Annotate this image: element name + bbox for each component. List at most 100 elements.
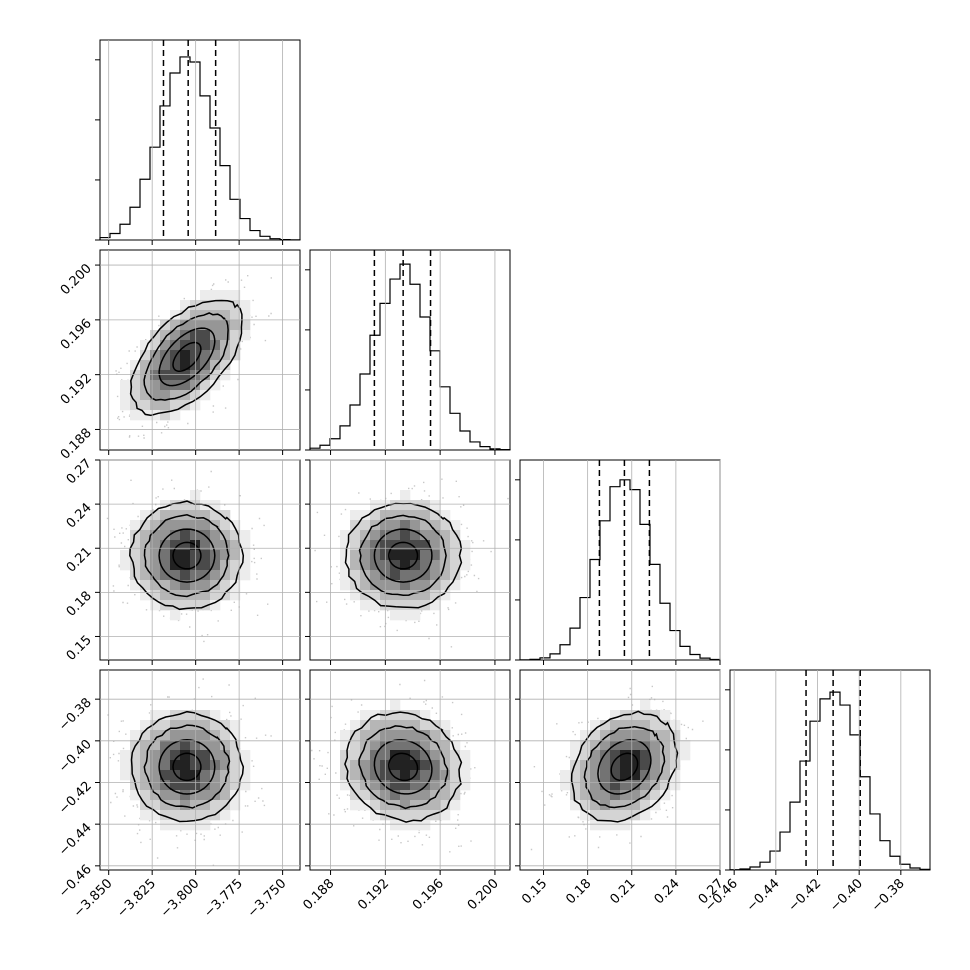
y-ticks — [305, 698, 310, 867]
density-cell — [420, 810, 431, 821]
density-cell — [430, 590, 441, 601]
density-cell — [410, 810, 421, 821]
density-cell — [220, 750, 231, 761]
grid-lines — [733, 670, 902, 870]
density-cell — [160, 330, 171, 341]
y-tick-label: −0.38 — [56, 695, 95, 734]
density-cell — [390, 820, 401, 831]
density-cell — [370, 800, 381, 811]
contour-line — [143, 514, 230, 598]
density-cell — [160, 510, 171, 521]
density-cell — [420, 500, 431, 511]
density-cell — [460, 550, 471, 561]
density-cell — [630, 710, 641, 721]
density-cell — [130, 370, 141, 381]
density-cell — [160, 800, 171, 811]
density-cell — [440, 590, 451, 601]
density-cell — [210, 780, 221, 791]
density-cell — [340, 780, 351, 791]
density-cell — [460, 750, 471, 761]
density-cell — [410, 510, 421, 521]
panel-frame — [99, 249, 301, 451]
density-cell — [240, 530, 251, 541]
density-cell — [200, 540, 211, 551]
density-cell — [360, 770, 371, 781]
density-cell — [580, 810, 591, 821]
grid-lines — [330, 250, 496, 450]
density-cell — [410, 800, 421, 811]
density-cell — [210, 720, 221, 731]
y-ticks: 0.150.180.210.240.27 — [64, 456, 100, 664]
density-cell — [160, 760, 171, 771]
density-cell — [240, 550, 251, 561]
density-cell — [210, 740, 221, 751]
contour-line — [158, 327, 216, 387]
density-cell — [410, 790, 421, 801]
density-cell — [210, 800, 221, 811]
density-cell — [450, 570, 461, 581]
density-cell — [150, 780, 161, 791]
density-cell — [650, 750, 661, 761]
density-cell — [220, 740, 231, 751]
x-tick-label: 0.24 — [652, 876, 683, 907]
density-cell — [450, 520, 461, 531]
density-cell — [200, 820, 211, 831]
density-cell — [400, 820, 411, 831]
density-cell — [660, 750, 671, 761]
density-cell — [210, 540, 221, 551]
density-cell — [210, 510, 221, 521]
density-cell — [390, 810, 401, 821]
density-cell — [210, 750, 221, 761]
density-cell — [400, 760, 411, 771]
density-cell — [430, 790, 441, 801]
density-cell — [180, 710, 191, 721]
density-panel-1-3 — [309, 669, 511, 871]
density-cell — [190, 390, 201, 401]
density-cell — [170, 510, 181, 521]
density-cell — [390, 580, 401, 591]
density-cell — [410, 740, 421, 751]
density-cell — [430, 500, 441, 511]
density-cell — [420, 530, 431, 541]
density-cell — [360, 730, 371, 741]
density-cell — [670, 720, 681, 731]
density-cell — [190, 760, 201, 771]
density-cell — [350, 720, 361, 731]
density-cell — [140, 810, 151, 821]
density-cell — [200, 560, 211, 571]
density-cell — [430, 550, 441, 561]
density-cell — [420, 560, 431, 571]
density-cell — [390, 700, 401, 711]
density-cell — [150, 530, 161, 541]
density-cell — [130, 390, 141, 401]
density-cell — [220, 360, 231, 371]
density-cell — [180, 570, 191, 581]
density-cell — [580, 780, 591, 791]
contour-line — [344, 502, 463, 609]
density-cell — [620, 730, 631, 741]
density-cell — [200, 320, 211, 331]
density-cell — [170, 740, 181, 751]
density-cell — [430, 730, 441, 741]
density-cell — [440, 520, 451, 531]
density-cell — [240, 330, 251, 341]
density-cell — [190, 320, 201, 331]
density-cell — [150, 510, 161, 521]
density-cell — [160, 710, 171, 721]
density-cell — [600, 720, 611, 731]
density-cell — [360, 510, 371, 521]
histogram-step — [309, 263, 511, 451]
density-cell — [630, 770, 641, 781]
density-cell — [400, 570, 411, 581]
density-cell — [120, 380, 131, 391]
density-cell — [120, 770, 131, 781]
density-cell — [210, 290, 221, 301]
density-cell — [180, 370, 191, 381]
y-tick-label: −0.42 — [56, 779, 95, 818]
density-cell — [170, 410, 181, 421]
density-cell — [370, 780, 381, 791]
contour-line — [358, 725, 449, 810]
density-cell — [440, 510, 451, 521]
density-cell — [190, 340, 201, 351]
density-cell — [230, 320, 241, 331]
